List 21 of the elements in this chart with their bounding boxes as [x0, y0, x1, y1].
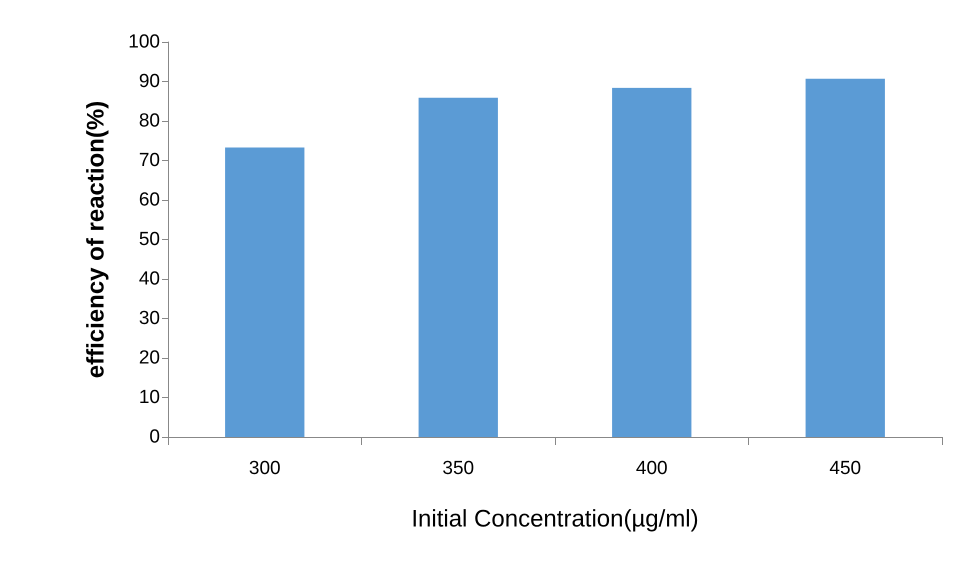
y-tick-label: 20 — [138, 348, 160, 368]
bar — [612, 88, 692, 437]
y-tick-label: 0 — [149, 426, 160, 448]
y-tick-label: 60 — [138, 190, 160, 210]
x-axis-title: Initial Concentration(µg/ml) — [411, 506, 699, 532]
y-tick-label: 30 — [138, 308, 160, 329]
x-tick-label: 350 — [442, 458, 474, 479]
bar — [418, 98, 498, 437]
y-tick-label: 80 — [138, 110, 160, 132]
bar — [225, 147, 304, 437]
y-tick-label: 10 — [138, 387, 160, 408]
y-tick-label: 40 — [138, 268, 160, 290]
x-tick-label: 300 — [248, 458, 281, 479]
bar — [806, 78, 885, 437]
x-tick-label: 450 — [829, 458, 862, 479]
y-tick-label: 50 — [138, 229, 160, 250]
y-tick-label: 100 — [128, 32, 160, 52]
y-tick-label: 70 — [138, 150, 160, 171]
x-tick-label: 400 — [636, 458, 668, 479]
y-axis-title: efficiency of reaction(%) — [82, 100, 110, 378]
y-tick-label: 90 — [138, 71, 160, 92]
